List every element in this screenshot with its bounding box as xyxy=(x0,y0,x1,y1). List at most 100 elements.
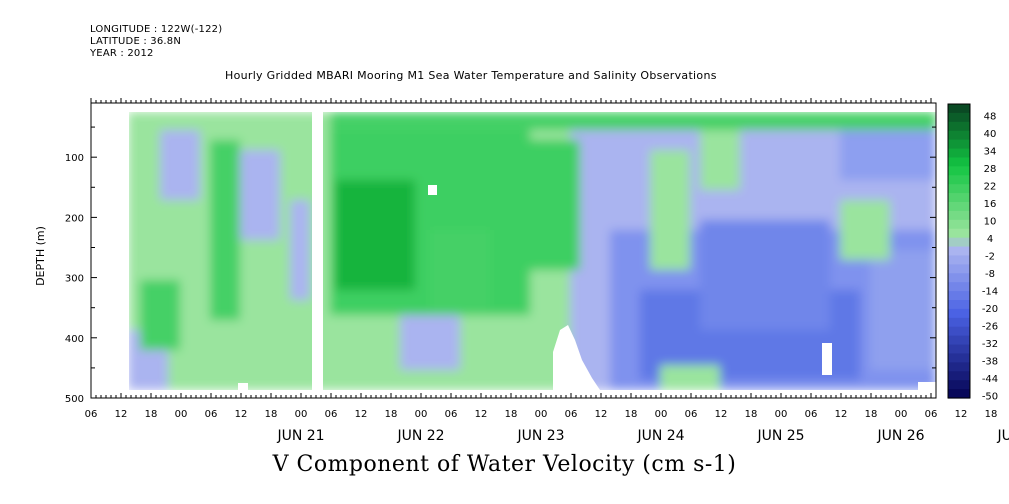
x-tick-label: 06 xyxy=(205,409,218,420)
colorbar-swatch xyxy=(948,148,970,159)
colorbar-label: 40 xyxy=(984,129,997,140)
data-gap xyxy=(91,103,129,398)
x-day-label: JUN 24 xyxy=(636,428,684,444)
colorbar-label: 16 xyxy=(984,199,997,210)
colorbar-swatch xyxy=(948,335,970,346)
x-tick-label: 12 xyxy=(955,409,968,420)
colorbar-swatch xyxy=(948,308,970,319)
x-day-label: JUN 22 xyxy=(396,428,444,444)
colorbar-label: -38 xyxy=(982,357,998,368)
x-tick-label: 18 xyxy=(745,409,758,420)
x-tick-label: 06 xyxy=(445,409,458,420)
x-day-label: JUN 27 xyxy=(996,428,1009,444)
variable-label: V Component of Water Velocity (cm s-1) xyxy=(272,452,737,477)
chart-svg: 100 200 300 400 500 DEPTH (m) 06 12 18 00 06 12 18… xyxy=(34,98,1009,444)
colorbar-swatch xyxy=(948,344,970,355)
x-tick-label: 18 xyxy=(985,409,998,420)
colorbar-swatch xyxy=(948,121,970,132)
colorbar-label: -44 xyxy=(982,374,998,385)
colorbar-swatch xyxy=(948,219,970,230)
colorbar-swatch xyxy=(948,112,970,123)
colorbar-swatch xyxy=(948,166,970,176)
colorbar-label: 48 xyxy=(984,112,997,123)
x-tick-label: 06 xyxy=(685,409,698,420)
colorbar-swatch xyxy=(948,291,970,301)
chart-title: Hourly Gridded MBARI Mooring M1 Sea Wate… xyxy=(225,69,717,82)
x-axis-ticks xyxy=(90,98,932,398)
colorbar-label: -2 xyxy=(985,252,995,263)
data-gap xyxy=(91,103,936,112)
colorbar-swatch xyxy=(948,273,970,283)
colorbar-swatch xyxy=(948,193,970,203)
colorbar-swatch xyxy=(948,362,970,372)
longitude-label: LONGITUDE : 122W(-122) xyxy=(90,24,223,35)
year-label: YEAR : 2012 xyxy=(90,48,154,59)
x-tick-label: 12 xyxy=(115,409,128,420)
x-axis-labels: 06 12 18 00 06 12 18 00 06 12 18 00 06 12 18 00 06 12 18 00… xyxy=(85,409,1009,444)
x-tick-label: 00 xyxy=(175,409,188,420)
y-tick-label: 400 xyxy=(65,334,84,345)
colorbar-swatch xyxy=(948,326,970,337)
plot-frame xyxy=(90,102,937,399)
data-gap xyxy=(822,343,832,375)
x-tick-label: 18 xyxy=(385,409,398,420)
colorbar-swatch xyxy=(948,104,970,114)
colorbar-label: -20 xyxy=(982,304,998,315)
x-tick-label: 06 xyxy=(925,409,938,420)
data-gap xyxy=(312,103,323,398)
x-tick-label: 18 xyxy=(505,409,518,420)
x-tick-label: 18 xyxy=(145,409,158,420)
colorbar-swatch xyxy=(948,264,970,274)
colorbar-swatch xyxy=(948,389,970,399)
colorbar-swatch xyxy=(948,371,970,381)
colorbar-swatch xyxy=(948,210,970,221)
colorbar-swatch xyxy=(948,353,970,363)
colorbar-label: 10 xyxy=(984,217,997,228)
colorbar-swatch xyxy=(948,157,970,167)
colorbar-label: -50 xyxy=(982,392,998,403)
colorbar-swatch xyxy=(948,175,970,185)
colorbar-swatch xyxy=(948,300,970,310)
x-tick-label: 06 xyxy=(325,409,338,420)
x-tick-label: 12 xyxy=(355,409,368,420)
y-axis: 100 200 300 400 500 xyxy=(65,126,936,405)
colorbar-swatch xyxy=(948,246,970,257)
y-tick-label: 100 xyxy=(65,153,84,164)
data-gap xyxy=(428,185,437,195)
x-tick-label: 00 xyxy=(655,409,668,420)
colorbar-swatch xyxy=(948,228,970,239)
x-tick-label: 12 xyxy=(595,409,608,420)
x-tick-label: 18 xyxy=(265,409,278,420)
x-tick-label: 18 xyxy=(625,409,638,420)
x-tick-label: 00 xyxy=(535,409,548,420)
colorbar-swatch xyxy=(948,130,970,141)
y-tick-label: 300 xyxy=(65,274,84,285)
y-axis-label: DEPTH (m) xyxy=(34,226,47,286)
colorbar-swatch xyxy=(948,282,970,292)
x-tick-label: 12 xyxy=(475,409,488,420)
colorbar-label: 28 xyxy=(984,164,997,175)
colorbar-swatch xyxy=(948,202,970,212)
colorbar: 48 40 34 28 22 16 10 4 -2 -8 -14 -20 -26 -32 -38 -44 -50 xyxy=(947,103,998,403)
colorbar-swatch xyxy=(948,184,970,194)
x-tick-label: 12 xyxy=(835,409,848,420)
heatmap-field xyxy=(91,103,936,398)
x-tick-label: 00 xyxy=(415,409,428,420)
colorbar-label: 34 xyxy=(984,147,997,158)
x-tick-label: 06 xyxy=(85,409,98,420)
data-gap xyxy=(553,325,600,390)
y-tick-label: 500 xyxy=(65,394,84,405)
colorbar-label: -14 xyxy=(982,287,998,298)
colorbar-swatch xyxy=(948,255,970,265)
x-day-label: JUN 25 xyxy=(756,428,804,444)
x-tick-label: 00 xyxy=(895,409,908,420)
colorbar-label: -8 xyxy=(985,269,995,280)
x-day-label: JUN 21 xyxy=(276,428,324,444)
colorbar-swatch xyxy=(948,139,970,150)
x-day-label: JUN 26 xyxy=(876,428,924,444)
colorbar-label: -26 xyxy=(982,322,998,333)
y-tick-label: 200 xyxy=(65,213,84,224)
latitude-label: LATITUDE : 36.8N xyxy=(90,36,182,47)
colorbar-frame xyxy=(947,103,971,399)
data-gap xyxy=(918,382,936,390)
